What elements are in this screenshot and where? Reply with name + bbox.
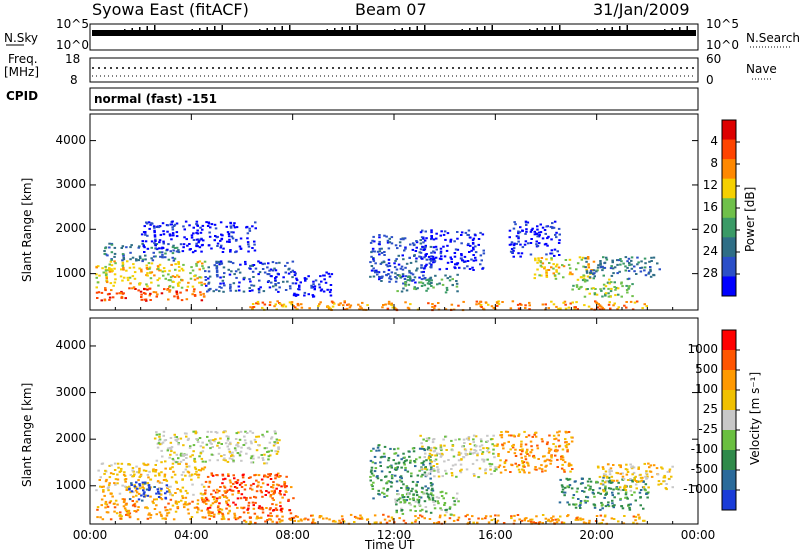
x-tick-label: 00:00	[680, 528, 716, 542]
freq-panel	[89, 57, 699, 83]
colorbar-swatch	[722, 139, 736, 160]
colorbar-tick-label: -1000	[683, 482, 718, 496]
nsky-tick-top: 10^5	[56, 17, 89, 31]
echo-region	[140, 220, 257, 254]
x-tick-label: 08:00	[275, 528, 310, 542]
echo-region	[533, 256, 599, 280]
nsky-label: N.Sky	[4, 31, 39, 45]
velocity-colorbar-label: Velocity [m s⁻¹]	[748, 371, 762, 465]
date-title: 31/Jan/2009	[593, 0, 690, 19]
y-tick-label: 3000	[55, 384, 86, 399]
colorbar-tick-label: 16	[702, 200, 718, 214]
colorbar-swatch	[722, 198, 736, 219]
freq-tick-top: 18	[65, 52, 81, 66]
echo-region	[584, 256, 661, 281]
colorbar-tick-label: 100	[695, 382, 718, 396]
echo-region	[419, 434, 498, 479]
colorbar-tick-label: 24	[702, 244, 718, 258]
colorbar-tick-label: -500	[690, 462, 718, 476]
echo-region	[394, 490, 460, 516]
echo-region	[508, 220, 561, 258]
y-tick-label: 1000	[55, 265, 86, 280]
colorbar-swatch	[722, 237, 736, 258]
x-tick-label: 00:00	[72, 528, 108, 542]
colorbar-tick-label: -100	[690, 442, 718, 456]
echo-region	[249, 300, 648, 312]
y-tick-label: 4000	[55, 337, 86, 352]
echo-region	[153, 430, 281, 465]
nsky-panel	[89, 23, 699, 51]
beam-title: Beam 07	[355, 0, 427, 19]
nsky-tick-bottom: 10^0	[56, 38, 89, 52]
colorbar-tick-label: 4	[710, 134, 718, 148]
colorbar-swatch	[722, 410, 736, 431]
colorbar-swatch	[722, 350, 736, 371]
colorbar-tick-label: -25	[698, 422, 718, 436]
power-ylabel: Slant Range [km]	[20, 177, 34, 282]
colorbar-swatch	[722, 120, 736, 141]
colorbar-swatch	[722, 178, 736, 199]
colorbar-tick-label: 1000	[687, 342, 718, 356]
echo-region	[95, 462, 207, 497]
nsearch-label: N.Search	[746, 31, 800, 45]
echo-region	[95, 287, 206, 302]
echo-region	[95, 260, 207, 289]
nsearch-tick-bottom: 10^0	[706, 38, 739, 52]
y-tick-label: 2000	[55, 221, 86, 236]
x-tick-label: 04:00	[174, 528, 209, 542]
echo-region	[496, 430, 574, 474]
echo-region	[128, 481, 169, 502]
colorbar-swatch	[722, 159, 736, 180]
colorbar-tick-label: 12	[702, 178, 718, 192]
colorbar-swatch	[722, 430, 736, 451]
y-tick-label: 4000	[55, 132, 86, 147]
heatmap-panel-1	[89, 317, 740, 525]
echo-region	[571, 278, 634, 298]
nave-tick-top: 60	[706, 52, 722, 66]
echo-region	[558, 476, 650, 511]
nsearch-tick-top: 10^5	[706, 17, 739, 31]
echo-region	[292, 271, 334, 298]
colorbar-swatch	[722, 276, 736, 297]
colorbar-swatch	[722, 490, 736, 511]
x-axis-label: Time UT	[365, 538, 415, 552]
colorbar-swatch	[722, 217, 736, 238]
power-colorbar-label: Power [dB]	[743, 186, 757, 252]
echo-region	[103, 242, 181, 263]
colorbar-tick-label: 28	[702, 266, 718, 280]
x-tick-label: 20:00	[579, 528, 614, 542]
echo-region	[204, 472, 295, 521]
echo-region	[419, 229, 486, 271]
station-title: Syowa East (fitACF)	[92, 0, 249, 19]
velocity-ylabel: Slant Range [km]	[20, 382, 34, 487]
echo-region	[204, 260, 295, 294]
colorbar-swatch	[722, 450, 736, 471]
freq-label-line1: Freq.	[8, 52, 38, 66]
colorbar-tick-label: 500	[695, 362, 718, 376]
colorbar-swatch	[722, 470, 736, 491]
freq-label-line2: [MHz]	[4, 65, 40, 79]
echo-region	[596, 462, 674, 493]
y-tick-label: 1000	[55, 477, 86, 492]
nave-tick-bottom: 0	[706, 73, 714, 87]
echo-region	[395, 273, 459, 294]
echo-region	[96, 495, 231, 521]
colorbar-swatch	[722, 256, 736, 277]
colorbar-tick-label: 25	[702, 402, 718, 416]
heatmap-panel-0	[89, 113, 740, 312]
y-tick-label: 2000	[55, 431, 86, 446]
y-tick-label: 3000	[55, 176, 86, 191]
nave-label: Nave	[746, 62, 777, 76]
cpid-value: normal (fast) -151	[94, 92, 217, 106]
colorbar-swatch	[722, 370, 736, 391]
colorbar-tick-label: 8	[710, 156, 718, 170]
x-tick-label: 16:00	[478, 528, 513, 542]
colorbar-swatch	[722, 330, 736, 351]
colorbar-tick-label: 20	[702, 222, 718, 236]
freq-tick-bottom: 8	[70, 73, 78, 87]
colorbar-swatch	[722, 390, 736, 411]
cpid-label: CPID	[6, 89, 39, 103]
x-tick-label: 12:00	[376, 528, 412, 542]
